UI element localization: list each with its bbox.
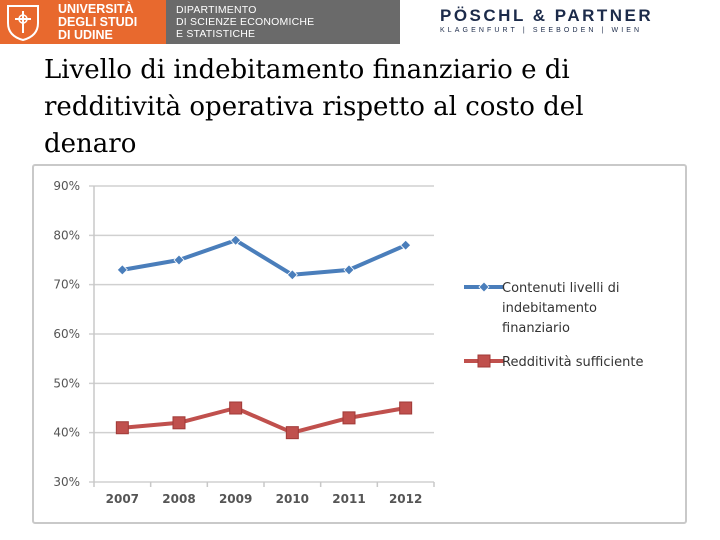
series-line-2: [122, 406, 407, 435]
series-line-1: [121, 238, 407, 277]
university-name-line-2: DEGLI STUDI: [58, 15, 138, 29]
partner-name: PÖSCHL & PARTNER: [440, 6, 654, 25]
department-block: DIPARTIMENTO DI SCIENZE ECONOMICHE E STA…: [166, 0, 400, 44]
data-point-series-1: [116, 264, 128, 276]
y-tick-label: 90%: [53, 179, 80, 193]
data-point-series-2: [285, 426, 299, 440]
data-point-series-2: [115, 421, 129, 435]
y-tick-label: 70%: [53, 278, 80, 292]
legend-marker-1: [478, 281, 490, 293]
data-point-series-2: [399, 401, 413, 415]
university-seal-icon: [7, 5, 39, 41]
y-tick-label: 50%: [53, 376, 80, 390]
chart-container: 30% 40% 50% 60% 70% 80% 90% 2007 2008 2009 2010 201…: [32, 164, 687, 524]
x-tick-label: 2009: [219, 492, 252, 506]
x-tick-label: 2008: [162, 492, 195, 506]
department-line-1: DIPARTIMENTO: [176, 4, 257, 16]
data-point-series-2: [342, 411, 356, 425]
data-point-series-1: [173, 254, 185, 266]
legend-label-1: finanziario: [502, 321, 570, 336]
line-chart: 30% 40% 50% 60% 70% 80% 90% 2007 2008 2009 2010 201…: [53, 179, 643, 506]
data-point-series-1: [400, 239, 412, 251]
y-tick-label: 30%: [53, 475, 80, 489]
y-tick-label: 60%: [53, 327, 80, 341]
legend-label-2: Redditività sufficiente: [502, 355, 643, 370]
legend-label-1: Contenuti livelli di: [502, 281, 619, 296]
header-banner: UNIVERSITÀ DEGLI STUDI DI UDINE DIPARTIM…: [0, 0, 720, 44]
university-name-line-1: UNIVERSITÀ: [58, 2, 134, 16]
y-tick-label: 80%: [53, 228, 80, 242]
x-tick-label: 2010: [276, 492, 309, 506]
department-line-2: DI SCIENZE ECONOMICHE: [176, 16, 315, 28]
partner-locations: KLAGENFURT | SEEBODEN | WIEN: [440, 27, 643, 34]
legend-label-1: indebitamento: [502, 301, 597, 316]
data-point-series-1: [343, 264, 355, 276]
university-name-line-3: DI UDINE: [58, 28, 113, 42]
x-tick-label: 2007: [106, 492, 139, 506]
y-tick-label: 40%: [53, 426, 80, 440]
data-point-series-1: [286, 269, 298, 281]
data-point-series-1: [230, 234, 242, 246]
university-logo-block: UNIVERSITÀ DEGLI STUDI DI UDINE: [0, 0, 166, 44]
data-point-series-2: [229, 401, 243, 415]
x-tick-label: 2012: [389, 492, 422, 506]
partner-logo-block: PÖSCHL & PARTNER KLAGENFURT | SEEBODEN |…: [400, 0, 720, 44]
department-line-3: E STATISTICHE: [176, 28, 256, 40]
slide-title: Livello di indebitamento finanziario e d…: [44, 55, 584, 159]
x-tick-label: 2011: [332, 492, 365, 506]
legend-marker-2: [477, 354, 491, 368]
data-point-series-2: [172, 416, 186, 430]
